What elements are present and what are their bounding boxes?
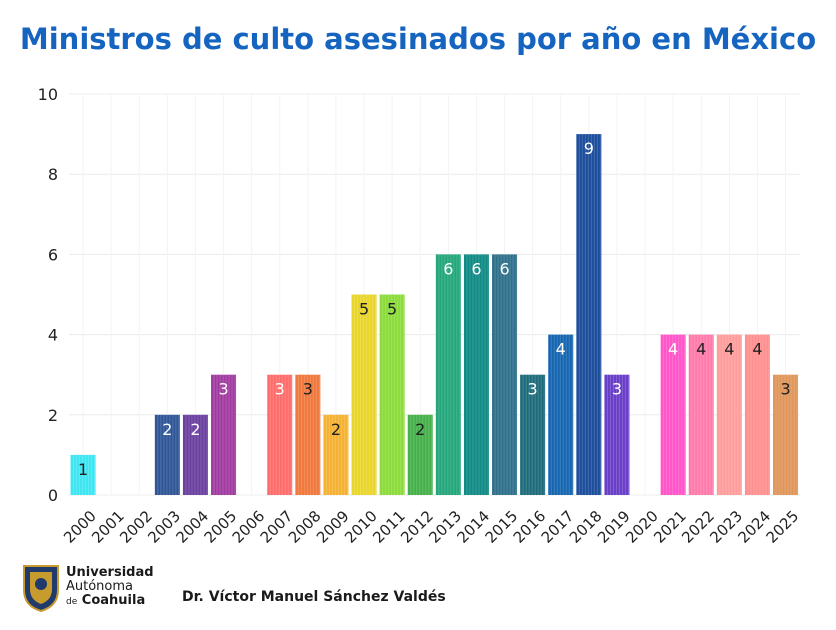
- bar-2025: [773, 374, 799, 495]
- value-label-2005: 3: [218, 380, 228, 399]
- bar-2023: [716, 334, 742, 495]
- y-tick-label: 8: [48, 165, 58, 184]
- chart-title: Ministros de culto asesinados por año en…: [19, 22, 817, 56]
- bar-2016: [520, 374, 546, 495]
- bar-2022: [688, 334, 714, 495]
- bar-2014: [463, 254, 489, 495]
- value-label-2015: 6: [499, 259, 509, 278]
- value-label-2017: 4: [556, 340, 566, 359]
- bar-2019: [604, 374, 630, 495]
- bar-2005: [211, 374, 237, 495]
- value-label-2012: 2: [415, 420, 425, 439]
- bar-2010: [351, 294, 377, 495]
- university-name-line2: Autónoma: [66, 579, 134, 594]
- author-name: Dr. Víctor Manuel Sánchez Valdés: [182, 589, 446, 605]
- bar-2007: [267, 374, 293, 495]
- y-tick-label: 6: [48, 245, 58, 264]
- value-label-2025: 3: [780, 380, 790, 399]
- value-label-2007: 3: [275, 380, 285, 399]
- value-label-2003: 2: [162, 420, 172, 439]
- y-tick-label: 4: [48, 326, 58, 345]
- bar-2012: [407, 414, 433, 495]
- bar-2011: [379, 294, 405, 495]
- bar-2021: [660, 334, 686, 495]
- bar-2000: [70, 454, 96, 495]
- value-label-2010: 5: [359, 300, 369, 319]
- bars: [70, 134, 799, 495]
- value-label-2011: 5: [387, 300, 397, 319]
- bar-2024: [744, 334, 770, 495]
- y-tick-label: 2: [48, 406, 58, 425]
- university-name-line1: Universidad: [66, 565, 154, 580]
- value-label-2000: 1: [78, 460, 88, 479]
- x-tick-label-2025: 2025: [763, 507, 803, 547]
- university-name-prefix: de: [66, 597, 78, 607]
- value-label-2023: 4: [724, 340, 734, 359]
- value-label-2016: 3: [528, 380, 538, 399]
- value-label-2022: 4: [696, 340, 706, 359]
- bar-2013: [435, 254, 461, 495]
- value-label-2009: 2: [331, 420, 341, 439]
- bar-2018: [576, 134, 602, 495]
- bar-2017: [548, 334, 574, 495]
- bar-2009: [323, 414, 349, 495]
- value-label-2004: 2: [190, 420, 200, 439]
- value-label-2008: 3: [303, 380, 313, 399]
- y-tick-label: 0: [48, 486, 58, 505]
- university-name-line3: Coahuila: [81, 593, 146, 608]
- bar-2003: [154, 414, 180, 495]
- value-label-2013: 6: [443, 259, 453, 278]
- university-shield-logo: [23, 565, 59, 612]
- value-label-2021: 4: [668, 340, 678, 359]
- university-name: Universidad Autónoma de Coahuila: [66, 566, 154, 609]
- value-label-2014: 6: [471, 259, 481, 278]
- x-axis-ticks: 2000200120022003200420052006200720082009…: [60, 507, 802, 547]
- y-tick-label: 10: [38, 85, 58, 104]
- bar-2015: [492, 254, 518, 495]
- value-label-2018: 9: [584, 139, 594, 158]
- value-label-2024: 4: [752, 340, 762, 359]
- value-label-2019: 3: [612, 380, 622, 399]
- y-axis-ticks: 0 2 4 6 8 10: [38, 85, 58, 505]
- bar-2008: [295, 374, 321, 495]
- bar-2004: [182, 414, 208, 495]
